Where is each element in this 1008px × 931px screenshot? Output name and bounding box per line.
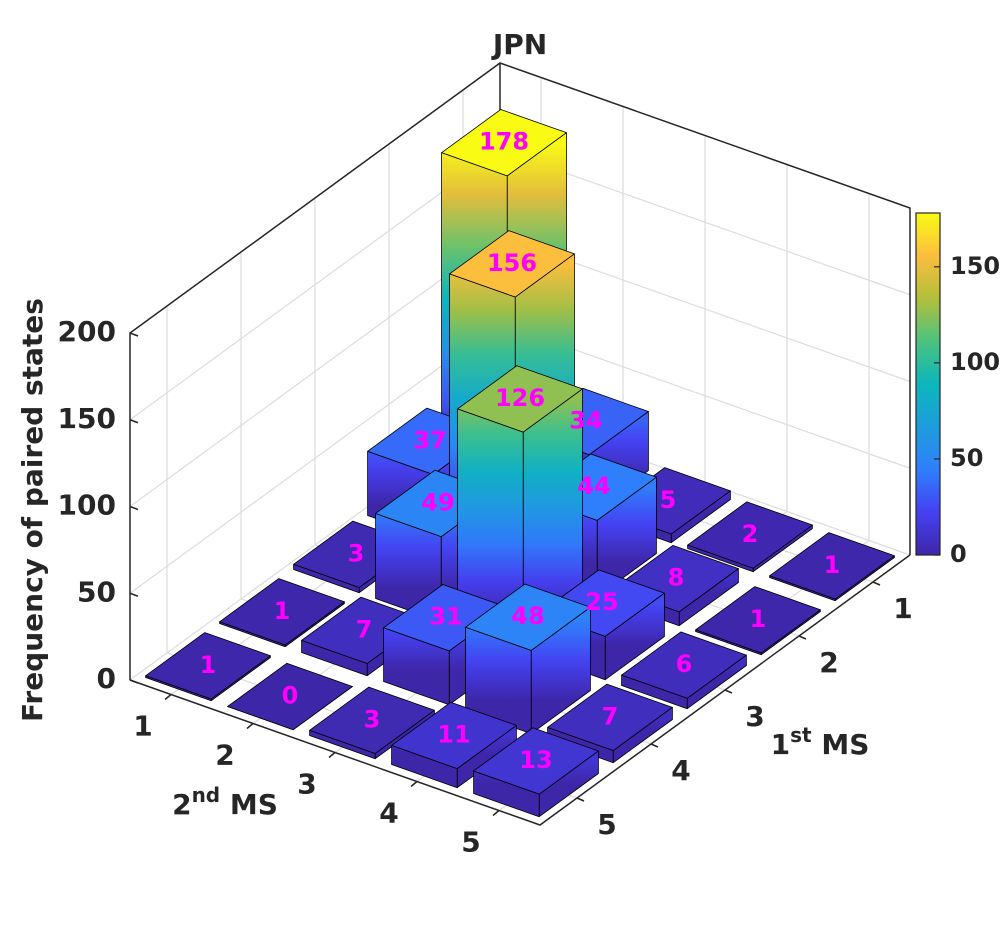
colorbar-tick-label: 100 (950, 348, 1000, 376)
data-label: 3 (348, 539, 365, 567)
bar-top (547, 683, 673, 751)
y-tick-label: 4 (671, 754, 690, 787)
data-label: 44 (577, 472, 610, 500)
x-tick-label: 3 (297, 768, 316, 801)
bar (309, 686, 435, 760)
tick-mark (798, 635, 807, 640)
bar (457, 365, 583, 652)
bar-top (769, 532, 895, 600)
data-label: 2 (742, 520, 759, 548)
bar (227, 662, 353, 731)
bar (621, 631, 747, 710)
bar-top (457, 365, 583, 433)
tick-mark (410, 780, 418, 788)
bar-top (441, 109, 567, 177)
data-label: 3 (364, 705, 381, 733)
data-label: 156 (487, 249, 537, 277)
bar (219, 578, 345, 648)
z-tick-label: 50 (77, 575, 116, 608)
data-label: 34 (569, 407, 602, 435)
tick-mark (129, 419, 139, 424)
z-tick-label: 100 (58, 489, 116, 522)
bar (769, 532, 895, 602)
tick-mark (164, 693, 172, 701)
bar-top (227, 662, 353, 731)
colorbar (915, 212, 941, 556)
tick-mark (650, 743, 659, 748)
data-label: 8 (668, 564, 685, 592)
data-label: 48 (511, 602, 544, 630)
bar-top (309, 686, 435, 754)
bar-top (695, 586, 821, 654)
bar-top (621, 631, 747, 699)
z-tick-label: 0 (97, 662, 116, 695)
bar (473, 727, 599, 818)
data-label: 1 (200, 651, 217, 679)
y-tick-label: 2 (819, 646, 838, 679)
x-tick-label: 5 (461, 826, 480, 859)
colorbar-tick-label: 0 (950, 540, 967, 568)
tick-mark (576, 797, 585, 802)
tick-mark (872, 581, 881, 586)
data-label: 7 (602, 702, 619, 730)
bar-top (449, 230, 575, 298)
bar (465, 583, 591, 735)
tick-mark (129, 332, 139, 337)
tick-mark (246, 722, 254, 730)
y-tick-label: 5 (597, 808, 616, 841)
x-tick-label: 1 (133, 710, 152, 743)
data-label: 1 (824, 551, 841, 579)
bar (145, 632, 271, 702)
colorbar-tick-label: 50 (950, 444, 983, 472)
z-tick-label: 150 (58, 402, 116, 435)
bar (695, 586, 821, 656)
axis-label: 2nd MS (172, 783, 278, 822)
z-tick-label: 200 (58, 315, 116, 348)
y-tick-label: 1 (893, 592, 912, 625)
data-label: 126 (495, 384, 545, 412)
tick-mark (129, 592, 139, 597)
axis-label: Frequency of paired states (16, 298, 49, 722)
tick-mark (492, 809, 500, 817)
data-label: 31 (429, 603, 462, 631)
x-tick-label: 4 (379, 797, 398, 830)
colorbar-tick-label: 150 (950, 252, 1000, 280)
bar-top (465, 583, 591, 651)
axis-label: 1st MS (771, 723, 870, 762)
tick-mark (724, 689, 733, 694)
bar (687, 501, 813, 573)
data-label: 13 (519, 746, 552, 774)
tick-mark (129, 505, 139, 511)
tick-mark (328, 751, 336, 759)
data-label: 25 (585, 588, 618, 616)
data-label: 6 (676, 650, 693, 678)
data-label: 37 (413, 426, 446, 454)
bar-top (383, 584, 509, 652)
bar-top (145, 632, 271, 700)
bar-top (391, 701, 517, 770)
data-label: 11 (437, 720, 470, 748)
bar-top (219, 578, 345, 646)
axis-line (129, 554, 911, 826)
data-label: 7 (356, 615, 373, 643)
data-label: 178 (479, 128, 529, 156)
data-label: 49 (421, 488, 454, 516)
data-label: 1 (274, 597, 291, 625)
x-tick-label: 2 (215, 739, 234, 772)
y-tick-label: 3 (745, 700, 764, 733)
data-label: 1 (750, 605, 767, 633)
bar-top (687, 501, 813, 569)
bar-top (473, 727, 599, 795)
bar (391, 701, 517, 789)
chart-title: JPN (491, 28, 547, 61)
data-label: 5 (660, 486, 677, 514)
data-label: 0 (282, 682, 299, 710)
